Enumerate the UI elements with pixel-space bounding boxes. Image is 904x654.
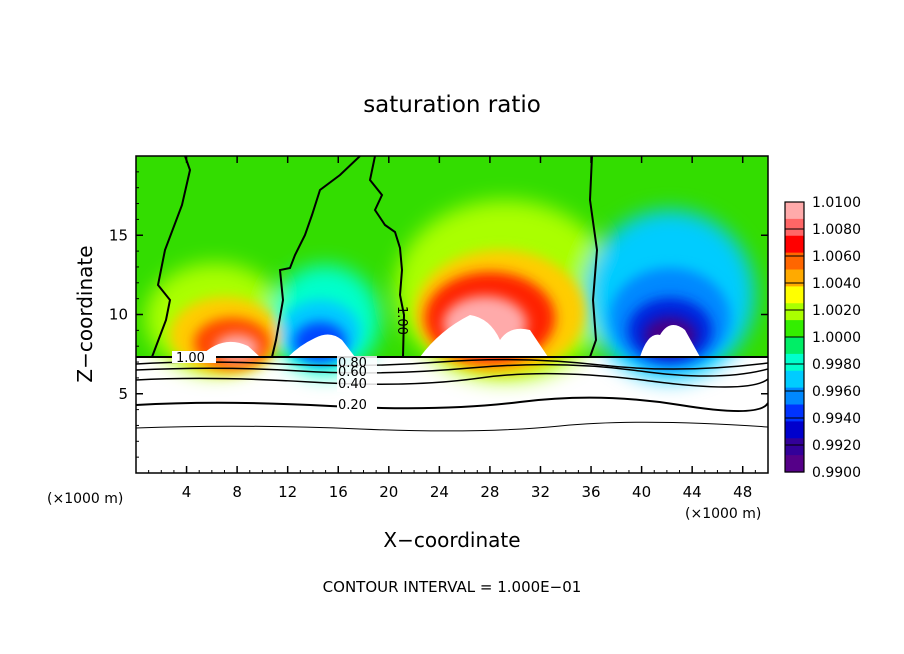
x-tick-label: 12 xyxy=(278,483,297,501)
isoline-1-00-a xyxy=(151,156,192,358)
contour-label-0-60: 0.60 xyxy=(338,365,367,380)
x-unit-left: (×1000 m) xyxy=(47,491,123,507)
contour-0-20 xyxy=(136,396,768,412)
colorbar-swatch xyxy=(785,235,804,254)
x-axis-label: X−coordinate xyxy=(383,528,520,552)
colorbar-label: 1.0100 xyxy=(812,195,861,211)
colorbar-swatch xyxy=(785,337,804,355)
colorbar-swatch xyxy=(785,353,804,372)
contour-label-1-00-vertical: 1.00 xyxy=(394,306,409,335)
colorbar-swatch xyxy=(785,286,804,304)
x-tick-label: 40 xyxy=(632,483,651,501)
x-tick-label: 44 xyxy=(683,483,702,501)
colorbar-swatch xyxy=(785,404,804,422)
colorbar-swatch xyxy=(785,387,804,406)
colorbar-swatch xyxy=(785,320,804,338)
contour-label-1-00-base: 1.00 xyxy=(176,351,205,366)
contour-labels: 1.00 1.00 0.80 0.60 0.40 0.20 xyxy=(172,306,409,413)
contour-0-40 xyxy=(136,372,768,388)
colorbar-swatch xyxy=(785,455,804,473)
colorbar-swatch xyxy=(785,269,804,287)
colorbar-swatch xyxy=(785,202,804,220)
colorbar-swatch xyxy=(785,303,804,321)
x-unit-right: (×1000 m) xyxy=(685,506,761,522)
contour-label-0-80: 0.80 xyxy=(338,356,367,371)
colorbar-swatch xyxy=(785,218,804,237)
contour-0-00 xyxy=(136,421,768,432)
contour-0-80 xyxy=(136,358,768,370)
chart-title: saturation ratio xyxy=(363,92,541,118)
x-tick-label: 36 xyxy=(581,483,600,501)
colorbar-label: 0.9960 xyxy=(812,384,861,400)
field xyxy=(136,156,768,473)
y-axis-label: Z−coordinate xyxy=(73,245,97,382)
colorbar-swatch xyxy=(785,438,804,456)
colorbar-label: 1.0040 xyxy=(812,276,861,292)
y-tick-label: 15 xyxy=(109,226,128,244)
y-axis: 5 10 15 xyxy=(109,171,768,458)
colorbar-label: 1.0000 xyxy=(812,330,861,346)
x-tick-label: 4 xyxy=(182,483,192,501)
contour-0-60 xyxy=(136,363,768,377)
x-tick-label: 8 xyxy=(232,483,242,501)
x-tick-label: 48 xyxy=(733,483,752,501)
x-tick-label: 24 xyxy=(430,483,449,501)
y-tick-label: 5 xyxy=(118,385,128,403)
isoline-1-00-d xyxy=(588,156,599,358)
colorbar-swatch xyxy=(785,252,804,271)
contour-interval-note: CONTOUR INTERVAL = 1.000E−01 xyxy=(323,578,582,596)
colorbar-swatch xyxy=(785,421,804,439)
x-tick-label: 16 xyxy=(329,483,348,501)
colorbar-label: 1.0060 xyxy=(812,249,861,265)
x-tick-label: 32 xyxy=(531,483,550,501)
y-tick-label: 10 xyxy=(109,306,128,324)
colorbar: 1.0100 1.0080 1.0060 1.0040 1.0020 1.0000 0.99… xyxy=(784,195,861,481)
colorbar-label: 0.9900 xyxy=(812,465,861,481)
contour-label-0-20: 0.20 xyxy=(338,398,367,413)
cloud-base-gap xyxy=(200,315,700,357)
contours xyxy=(136,156,768,432)
colorbar-label: 0.9940 xyxy=(812,411,861,427)
colorbar-label: 1.0080 xyxy=(812,222,861,238)
colorbar-label: 0.9920 xyxy=(812,438,861,454)
colorbar-label: 0.9980 xyxy=(812,357,861,373)
x-axis: 4 8 12 16 20 24 28 32 36 40 44 48 xyxy=(148,156,756,501)
colorbar-swatch xyxy=(785,370,804,389)
x-tick-label: 28 xyxy=(480,483,499,501)
isoline-1-00-c xyxy=(368,156,406,358)
x-tick-label: 20 xyxy=(379,483,398,501)
isoline-1-00-b xyxy=(271,156,361,358)
colorbar-label: 1.0020 xyxy=(812,303,861,319)
contour-label-0-40: 0.40 xyxy=(338,377,367,392)
